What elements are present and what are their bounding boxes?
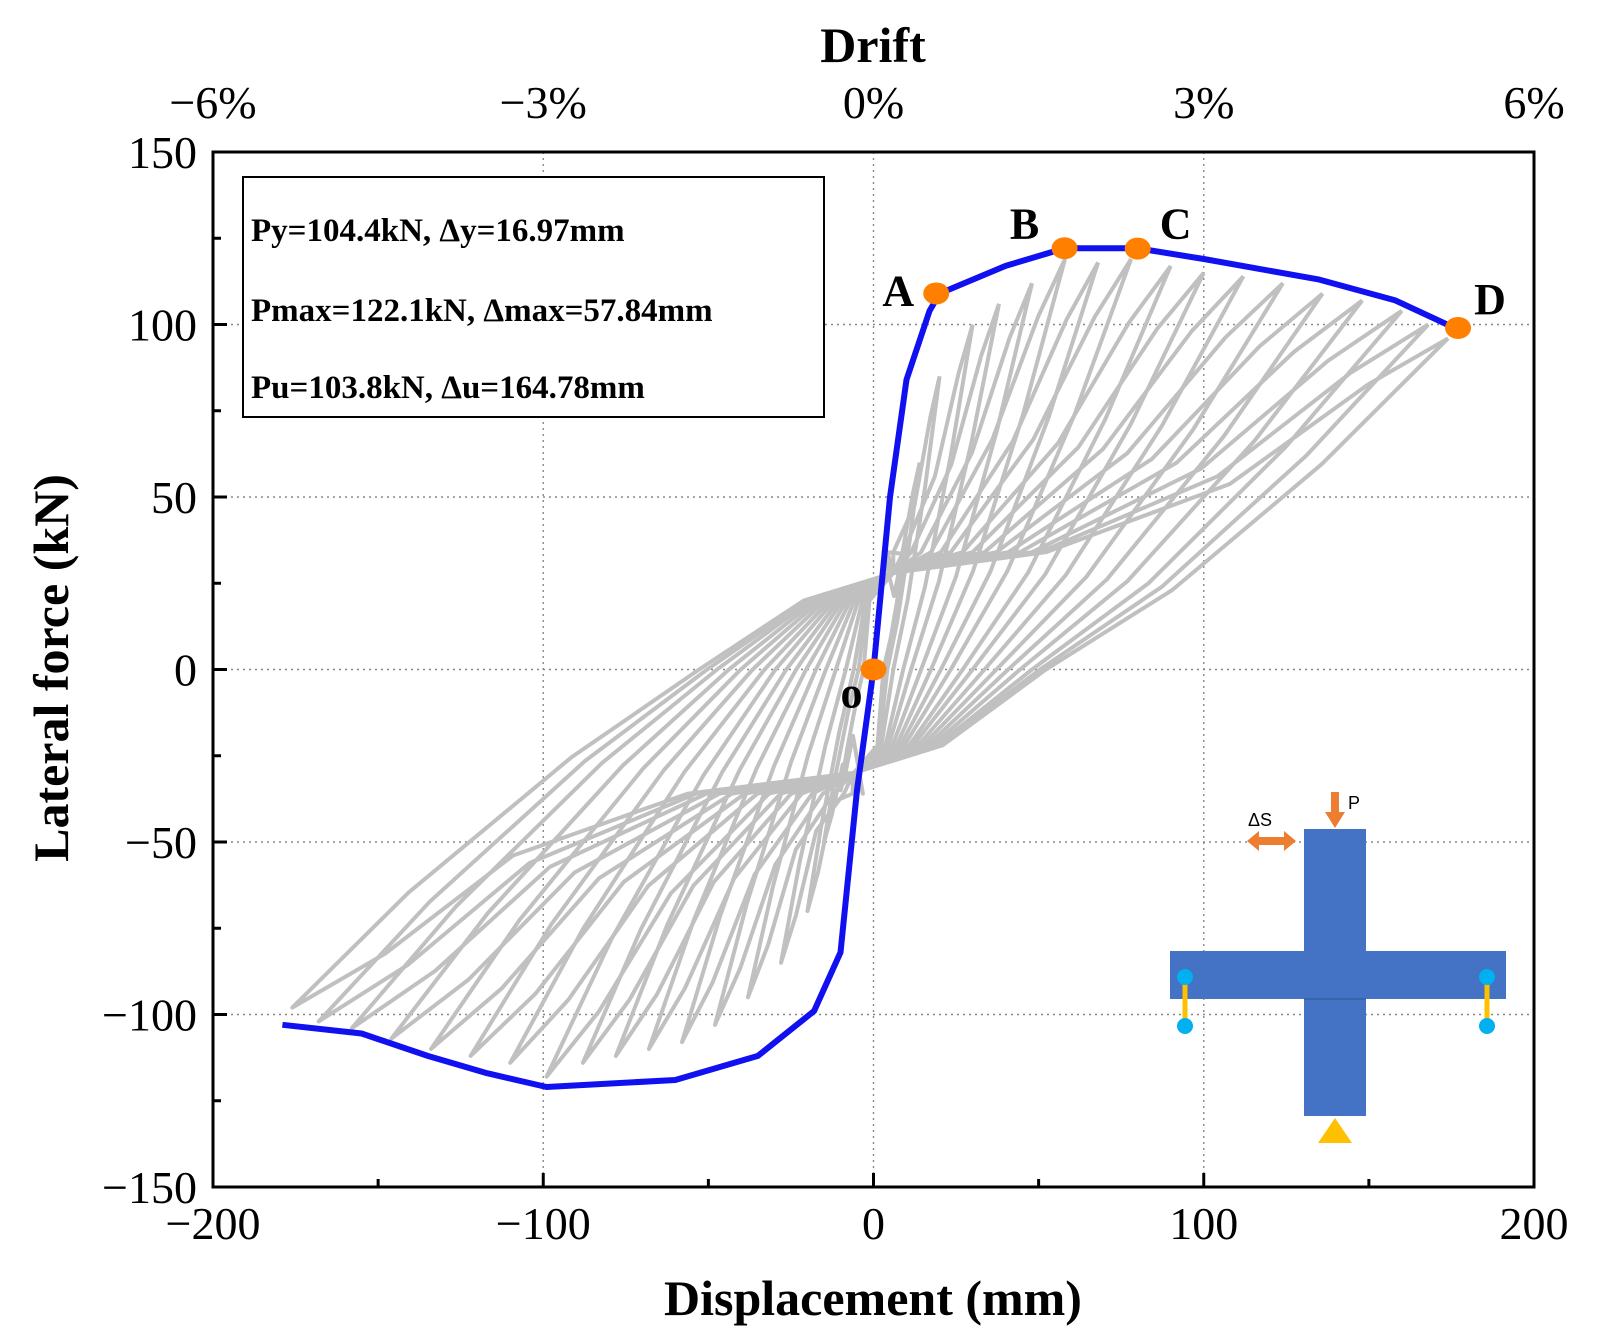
- top-tick-label: 3%: [1173, 77, 1234, 128]
- hysteresis-loop: [713, 282, 1034, 1027]
- y-tick-label: −150: [102, 1162, 197, 1213]
- top-tick-label: 6%: [1503, 77, 1564, 128]
- key-point-label-d: D: [1474, 275, 1506, 324]
- hysteresis-loop: [646, 261, 1101, 1051]
- y-tick-label: −100: [102, 990, 197, 1041]
- max-annotation: Pmax=122.1kN, Δmax=57.84mm: [251, 293, 713, 329]
- y-tick-label: −50: [125, 817, 197, 868]
- y-tick-label: 0: [174, 645, 197, 696]
- displacement-label: ΔS: [1248, 810, 1272, 830]
- skeleton-curve-group: [282, 245, 1456, 1090]
- top-tick-label: −3%: [500, 77, 587, 128]
- key-point-o: [860, 658, 887, 681]
- hysteresis-loops: [290, 257, 1450, 1079]
- y-axis-title: Lateral force (kN): [23, 474, 79, 862]
- yield-annotation: Py=104.4kN, Δy=16.97mm: [251, 213, 625, 249]
- right-bottom-pin-icon: [1479, 1018, 1495, 1034]
- hysteresis-loop: [468, 281, 1285, 1058]
- y-tick-label: 100: [128, 300, 197, 351]
- y-tick-label: 50: [151, 472, 197, 523]
- axial-load-arrow-icon: [1325, 792, 1345, 828]
- pin-support-icon: [1318, 1118, 1352, 1143]
- key-point-c: [1124, 237, 1151, 260]
- ultimate-annotation: Pu=103.8kN, Δu=164.78mm: [251, 370, 645, 406]
- hysteresis-loop: [805, 375, 942, 913]
- axis-ticks: −200 −100 0 100 200 −150 −100 −50 0 50 100 150−6% −3…: [102, 77, 1568, 1249]
- left-bottom-pin-icon: [1177, 1018, 1193, 1034]
- info-box-frame: [242, 176, 825, 418]
- x-tick-label: −100: [496, 1198, 591, 1249]
- y-tick-label: 150: [128, 127, 197, 178]
- lateral-load-arrow-icon: [1247, 831, 1296, 851]
- left-top-pin-icon: [1177, 969, 1193, 985]
- key-point-label-o: o: [841, 669, 863, 718]
- x-tick-label: −200: [166, 1198, 261, 1249]
- hysteresis-loop: [580, 264, 1173, 1065]
- hysteresis-loop: [680, 258, 1067, 1045]
- info-box: Py=104.4kN, Δy=16.97mm Pmax=122.1kN, Δma…: [242, 176, 825, 418]
- hysteresis-loop: [290, 336, 1450, 1010]
- x-tick-label: 0: [862, 1198, 885, 1249]
- hysteresis-loop: [508, 274, 1246, 1065]
- x-tick-label: 200: [1500, 1198, 1569, 1249]
- x-axis-title: Displacement (mm): [664, 1270, 1082, 1326]
- load-label: P: [1348, 793, 1360, 813]
- x-tick-label: 100: [1169, 1198, 1238, 1249]
- right-top-pin-icon: [1479, 969, 1495, 985]
- top-tick-label: −6%: [169, 77, 256, 128]
- hysteresis-loop: [779, 323, 975, 965]
- key-point-d: [1445, 316, 1472, 339]
- key-point-label-b: B: [1010, 199, 1039, 248]
- hysteresis-loop: [544, 271, 1206, 1079]
- key-point-label-a: A: [882, 266, 914, 315]
- specimen-inset: ΔS P: [1170, 792, 1506, 1143]
- top-tick-label: 0%: [843, 77, 904, 128]
- top-axis-title: Drift: [820, 17, 926, 73]
- skeleton-curve: [282, 245, 1456, 1090]
- key-point-a: [923, 282, 950, 305]
- hysteresis-loop: [746, 303, 1001, 1000]
- hysteresis-loop: [613, 257, 1133, 1058]
- key-points: o A B C D: [841, 199, 1506, 717]
- key-point-b: [1051, 237, 1078, 260]
- key-point-label-c: C: [1160, 200, 1192, 249]
- beam-member: [1170, 951, 1506, 999]
